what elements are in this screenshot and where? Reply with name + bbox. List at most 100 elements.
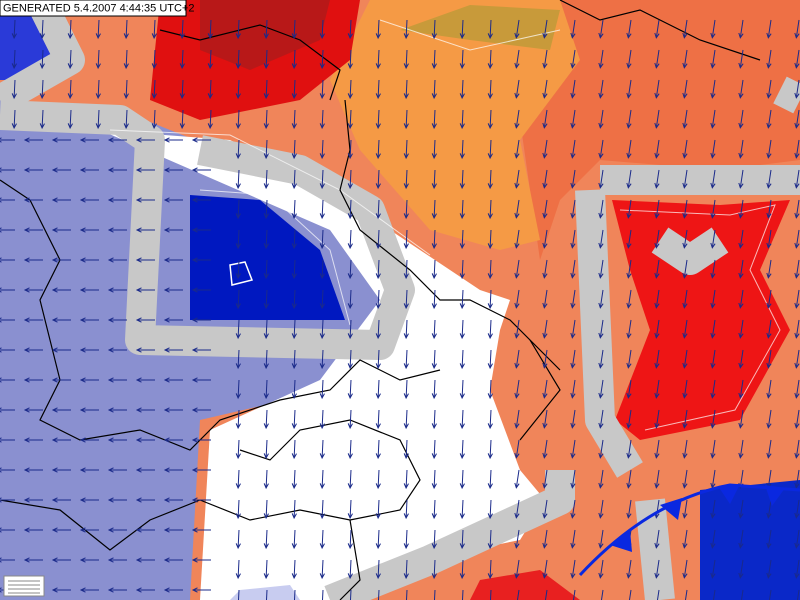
wind-arrow [710, 169, 716, 189]
wind-arrow [179, 79, 185, 100]
wind-arrow [291, 379, 297, 400]
wind-arrow [163, 557, 183, 563]
wind-arrow [291, 259, 297, 280]
wind-arrow [766, 499, 772, 519]
wind-arrow [626, 139, 632, 159]
wind-arrow [151, 79, 157, 100]
wind-arrow [542, 349, 548, 369]
wind-arrow [191, 227, 211, 233]
wind-arrow [766, 289, 772, 309]
wind-arrow [191, 197, 211, 203]
wind-arrow [0, 137, 15, 143]
wind-arrow [403, 439, 409, 460]
wind-arrow [11, 19, 17, 40]
wind-arrow [431, 49, 437, 70]
wind-arrow [107, 227, 127, 233]
wind-arrow [487, 259, 493, 280]
wind-arrow [794, 79, 800, 99]
wind-arrow [487, 169, 493, 190]
wind-arrow [291, 469, 297, 490]
wind-arrow [107, 437, 127, 443]
wind-arrow [347, 79, 353, 100]
wind-arrow [375, 259, 381, 280]
wind-arrow [598, 529, 604, 549]
wind-arrow [570, 409, 576, 429]
wind-arrow [11, 79, 17, 100]
wind-arrow [766, 199, 772, 219]
wind-arrow [291, 109, 297, 130]
wind-arrow [51, 287, 71, 293]
wind-arrow [710, 49, 716, 69]
wind-arrow [39, 109, 45, 130]
wind-arrow [263, 79, 269, 100]
wind-arrow [291, 559, 297, 580]
wind-arrow [321, 589, 324, 600]
wind-arrow [235, 49, 241, 70]
wind-arrow [179, 49, 185, 70]
wind-arrow [403, 559, 409, 580]
wind-arrow [163, 347, 183, 353]
wind-arrow [654, 229, 660, 249]
wind-arrow [654, 559, 660, 579]
wind-arrow [107, 287, 127, 293]
wind-arrow [135, 137, 155, 143]
wind-arrow [626, 289, 632, 309]
wind-arrow [235, 499, 241, 520]
wind-arrow [570, 79, 576, 99]
wind-arrow [23, 527, 43, 533]
wind-arrow [291, 199, 297, 220]
wind-arrow [487, 19, 493, 40]
wind-arrow [191, 287, 211, 293]
wind-arrow [235, 139, 241, 160]
wind-arrow [794, 139, 800, 159]
wind-arrow [347, 169, 353, 190]
wind-arrow [626, 349, 632, 369]
wind-arrow [656, 589, 660, 600]
isolines [109, 19, 781, 431]
wind-arrow [23, 227, 43, 233]
wind-arrow [570, 229, 576, 249]
wind-arrow [514, 409, 520, 429]
wind-arrow [570, 169, 576, 189]
label-box [0, 0, 187, 17]
wind-arrow [377, 589, 380, 600]
wind-arrow [235, 259, 241, 280]
wind-arrow [319, 229, 325, 250]
wind-arrow [237, 589, 240, 600]
wind-arrow [51, 257, 71, 263]
border [339, 99, 561, 371]
wind-arrow [347, 229, 353, 250]
wind-arrow [794, 229, 800, 249]
wind-arrow [191, 407, 211, 413]
wind-arrow [514, 259, 520, 279]
wind-arrow [95, 49, 101, 70]
wind-arrow [135, 197, 155, 203]
wind-arrow [135, 437, 155, 443]
wind-arrow [263, 229, 269, 250]
wind-arrow [107, 497, 127, 503]
wind-arrow [11, 49, 17, 70]
wind-arrow [375, 439, 381, 460]
wind-arrow [349, 589, 352, 600]
wind-arrow [67, 19, 73, 40]
wind-arrow [51, 227, 71, 233]
wind-arrow [598, 319, 604, 339]
wind-arrow [163, 377, 183, 383]
wind-arrow [291, 169, 297, 190]
wind-arrow [403, 529, 409, 550]
cold-core [190, 195, 345, 320]
wind-arrow [431, 439, 437, 460]
wind-arrow [163, 287, 183, 293]
wind-arrow [191, 317, 211, 323]
wind-arrow [375, 529, 381, 550]
wind-arrow [291, 319, 297, 340]
wind-arrow [514, 499, 520, 519]
wind-arrow [598, 349, 604, 369]
wind-arrow [191, 587, 211, 593]
wind-arrow [79, 557, 99, 563]
wind-arrow [0, 287, 15, 293]
wind-arrow [403, 409, 409, 430]
wind-arrow [738, 499, 744, 519]
wind-arrow [431, 259, 437, 280]
wind-arrow [319, 379, 325, 400]
